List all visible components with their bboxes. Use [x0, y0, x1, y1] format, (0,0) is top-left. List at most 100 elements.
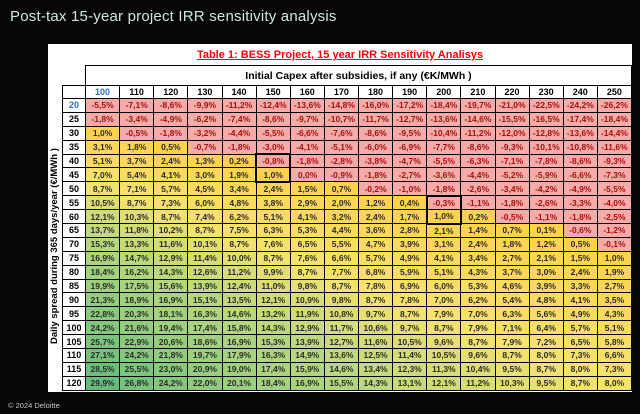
- irr-cell: 13,3%: [119, 236, 155, 252]
- irr-cell: 0,5%: [562, 236, 598, 252]
- irr-cell: 12,9%: [153, 250, 189, 266]
- irr-cell-highlighted: -0,3%: [425, 194, 462, 211]
- irr-cell: -1,8%: [562, 209, 598, 225]
- irr-cell-highlighted: 1,0%: [255, 167, 292, 183]
- irr-cell: 10,9%: [289, 292, 325, 308]
- irr-cell: 10,5%: [426, 348, 462, 363]
- irr-cell: 14,3%: [153, 264, 189, 280]
- irr-cell: 15,3%: [84, 236, 121, 252]
- irr-cell: 0,7%: [323, 181, 360, 197]
- irr-cell: -18,4%: [426, 98, 462, 113]
- irr-cell: -3,0%: [255, 139, 291, 155]
- irr-cell: -4,1%: [289, 139, 325, 155]
- irr-cell: -0,5%: [119, 125, 155, 141]
- irr-cell: 6,4%: [528, 320, 564, 336]
- irr-cell: 19,0%: [221, 361, 257, 377]
- irr-cell: 2,4%: [460, 236, 496, 252]
- irr-cell: 4,6%: [494, 278, 530, 294]
- irr-cell: 7,9%: [426, 306, 462, 322]
- irr-cell: 7,0%: [426, 292, 462, 308]
- irr-cell: 8,7%: [528, 361, 564, 377]
- table-row: 60 12,1% 10,3% 8,7% 7,4% 6,2% 5,1% 4,1% 3,2% 2,4%…: [62, 209, 633, 225]
- table-row: 40 5,1% 3,7% 2,4% 1,3% 0,2% -0,8% -1,8% -2,8% -3,…: [62, 153, 633, 169]
- irr-cell: -14,6%: [460, 111, 496, 127]
- irr-cell: 5,8%: [596, 334, 633, 350]
- spread-row-header: 70: [62, 236, 86, 252]
- spread-row-header: 75: [62, 250, 86, 266]
- irr-cell: 5,7%: [562, 320, 598, 336]
- irr-cell: -8,6%: [562, 153, 598, 169]
- irr-cell: -15,5%: [494, 111, 530, 127]
- irr-cell: -11,2%: [221, 98, 257, 113]
- spread-row-header: 90: [62, 292, 86, 308]
- irr-cell: -18,4%: [596, 111, 633, 127]
- irr-cell: -12,7%: [392, 111, 428, 127]
- irr-cell: 1,3%: [187, 153, 223, 169]
- irr-cell: -6,3%: [460, 153, 496, 169]
- irr-cell: -3,8%: [357, 153, 394, 169]
- irr-cell: 5,3%: [460, 278, 496, 294]
- irr-cell: 9,9%: [255, 264, 291, 280]
- irr-cell: 26,8%: [119, 375, 155, 391]
- irr-cell: 8,7%: [460, 334, 496, 350]
- irr-cell: 7,9%: [460, 320, 496, 336]
- irr-cell: 28,5%: [84, 361, 121, 377]
- irr-cell: -8,6%: [153, 98, 189, 113]
- irr-cell: 17,4%: [187, 320, 223, 336]
- irr-cell: 9,6%: [426, 334, 462, 350]
- irr-cell: -10,7%: [323, 111, 360, 127]
- irr-cell: 2,1%: [528, 250, 564, 266]
- irr-cell: -4,0%: [596, 195, 633, 211]
- irr-cell: 7,4%: [187, 209, 223, 225]
- irr-cell: 13,2%: [255, 306, 291, 322]
- spread-row-header: 40: [62, 153, 86, 169]
- irr-cell: 6,2%: [221, 209, 257, 225]
- irr-cell: 8,7%: [357, 292, 394, 308]
- irr-cell: 10,1%: [187, 236, 223, 252]
- irr-cell: 1,4%: [460, 223, 496, 238]
- irr-cell: 25,7%: [84, 334, 121, 350]
- table-panel: Table 1: BESS Project, 15 year IRR Sensi…: [48, 44, 633, 392]
- irr-cell: 6,0%: [426, 278, 462, 294]
- irr-cell: -11,7%: [357, 111, 394, 127]
- irr-cell: -24,2%: [562, 98, 598, 113]
- irr-cell: 20,1%: [221, 375, 257, 391]
- irr-cell: 5,4%: [494, 292, 530, 308]
- irr-cell: -6,6%: [562, 167, 598, 183]
- irr-cell: 13,9%: [289, 334, 325, 350]
- irr-cell: -2,6%: [528, 195, 564, 211]
- irr-cell: 8,7%: [494, 348, 530, 363]
- irr-cell: 0,5%: [153, 139, 189, 155]
- irr-cell: -10,8%: [562, 139, 598, 155]
- irr-cell: 4,4%: [323, 223, 360, 238]
- irr-cell: 8,7%: [221, 236, 257, 252]
- capex-column-header: 210: [460, 85, 496, 99]
- irr-cell: -4,9%: [562, 181, 598, 197]
- irr-cell: 7,1%: [119, 181, 155, 197]
- capex-column-header: 230: [528, 85, 564, 99]
- irr-cell: 5,7%: [153, 181, 189, 197]
- irr-cell: -5,5%: [255, 125, 291, 141]
- irr-cell: -4,9%: [153, 111, 189, 127]
- capex-column-header: 140: [221, 85, 257, 99]
- irr-cell: -6,6%: [289, 125, 325, 141]
- corner-cell-lower: [62, 85, 86, 99]
- irr-cell: 5,3%: [289, 223, 325, 238]
- spread-row-header: 110: [62, 348, 86, 363]
- irr-cell: -17,2%: [392, 98, 428, 113]
- irr-cell: -10,4%: [426, 125, 462, 141]
- table-row: 55 10,5% 8,7% 7,3% 6,0% 4,8% 3,8% 2,9% 2,0% 1,2% 0…: [62, 194, 633, 211]
- table-row: 35 3,1% 1,8% 0,5% -0,7% -1,8% -3,0% -4,1% -5,1% -…: [62, 139, 633, 155]
- capex-column-header: 180: [357, 85, 394, 99]
- irr-cell: -8,6%: [357, 125, 394, 141]
- irr-cell: 8,7%: [255, 250, 291, 266]
- irr-cell: 3,5%: [596, 292, 633, 308]
- irr-cell: 11,2%: [460, 375, 496, 391]
- irr-cell: 4,8%: [528, 292, 564, 308]
- irr-cell: -5,5%: [426, 153, 462, 169]
- irr-cell: 10,0%: [221, 250, 257, 266]
- irr-cell: 15,6%: [153, 278, 189, 294]
- irr-cell: 21,8%: [153, 348, 189, 363]
- irr-cell: 13,5%: [221, 292, 257, 308]
- irr-cell: 12,9%: [289, 320, 325, 336]
